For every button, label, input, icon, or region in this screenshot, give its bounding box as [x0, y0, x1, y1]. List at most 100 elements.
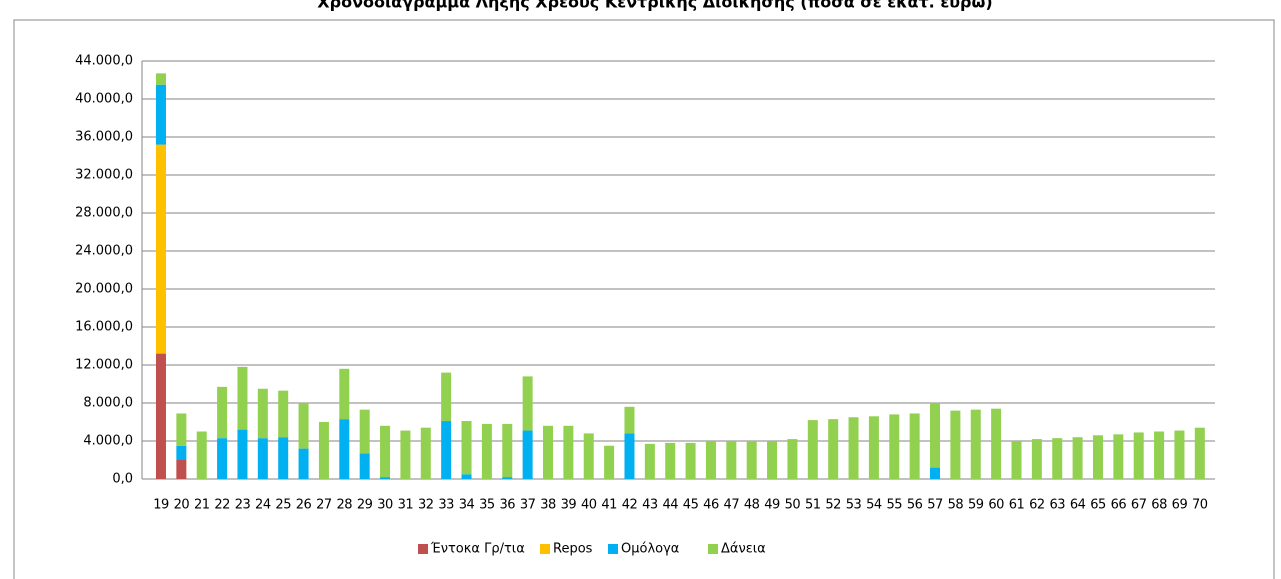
x-tick-label: 55 — [887, 498, 903, 513]
x-tick-label: 31 — [398, 498, 414, 513]
x-tick-label: 49 — [764, 498, 780, 513]
bar-segment — [176, 445, 187, 460]
bar-segment — [298, 448, 309, 479]
bar-segment — [767, 441, 778, 479]
x-tick-label: 62 — [1029, 498, 1045, 513]
bar-segment — [155, 84, 166, 145]
x-tick-label: 47 — [724, 498, 740, 513]
x-tick-label: 40 — [581, 498, 597, 513]
x-tick-label: 34 — [459, 498, 475, 513]
bar-segment — [1072, 437, 1083, 479]
bar-segment — [848, 417, 859, 479]
y-tick-label: 44.000,0 — [75, 54, 133, 69]
x-tick-label: 26 — [296, 498, 312, 513]
bar-segment — [359, 409, 370, 454]
bar-segment — [828, 419, 839, 479]
bar-segment — [318, 422, 329, 479]
bar-segment — [420, 427, 431, 479]
x-tick-label: 27 — [316, 498, 332, 513]
bar-segment — [441, 421, 452, 479]
bar-segment — [237, 429, 248, 479]
x-tick-label: 42 — [622, 498, 638, 513]
y-tick-label: 12.000,0 — [75, 358, 133, 373]
x-tick-label: 56 — [907, 498, 923, 513]
x-tick-label: 37 — [520, 498, 536, 513]
bar-segment — [1052, 438, 1063, 479]
bar-segment — [889, 414, 900, 479]
bar-segment — [1194, 427, 1205, 479]
x-tick-label: 58 — [948, 498, 964, 513]
bar-segment — [1174, 430, 1185, 479]
x-tick-label: 65 — [1090, 498, 1106, 513]
x-tick-label: 68 — [1151, 498, 1167, 513]
bar-segment — [726, 441, 737, 479]
y-tick-label: 4.000,0 — [83, 434, 133, 449]
bar-segment — [237, 366, 248, 430]
bar-segment — [746, 441, 757, 479]
bar-segment — [930, 403, 941, 468]
bar-segment — [563, 425, 574, 479]
bar-segment — [868, 416, 879, 479]
x-tick-label: 32 — [418, 498, 434, 513]
bar-segment — [380, 477, 391, 479]
bar-segment — [522, 430, 533, 479]
bar-segment — [624, 433, 635, 479]
legend-label: Έντοκα Γρ/τια — [430, 542, 525, 557]
legend-label: Δάνεια — [721, 542, 766, 557]
bar-segment — [1113, 434, 1124, 479]
y-tick-label: 16.000,0 — [75, 320, 133, 335]
bar-segment — [1092, 435, 1103, 479]
bar-segment — [1011, 441, 1022, 479]
bar-segment — [339, 368, 350, 420]
x-tick-label: 45 — [683, 498, 699, 513]
bar-segment — [705, 441, 716, 479]
x-tick-label: 60 — [988, 498, 1004, 513]
x-tick-label: 69 — [1172, 498, 1188, 513]
bar-segment — [196, 431, 207, 479]
bar-segment — [604, 445, 615, 479]
chart-frame — [13, 19, 1275, 579]
x-tick-label: 38 — [540, 498, 556, 513]
bar-segment — [155, 353, 166, 479]
x-tick-label: 41 — [601, 498, 617, 513]
legend-label: Repos — [553, 542, 593, 557]
bar-segment — [257, 438, 268, 479]
x-tick-label: 64 — [1070, 498, 1086, 513]
x-tick-label: 25 — [275, 498, 291, 513]
bar-segment — [502, 423, 513, 478]
bar-segment — [176, 460, 187, 479]
legend-swatch — [608, 544, 618, 554]
x-tick-label: 59 — [968, 498, 984, 513]
y-tick-label: 8.000,0 — [83, 396, 133, 411]
bar-segment — [624, 406, 635, 434]
x-tick-label: 63 — [1049, 498, 1065, 513]
x-tick-label: 67 — [1131, 498, 1147, 513]
bar-segment — [257, 388, 268, 439]
y-tick-label: 24.000,0 — [75, 244, 133, 259]
x-tick-label: 23 — [235, 498, 251, 513]
bar-segment — [278, 390, 289, 438]
bar-segment — [543, 425, 553, 479]
x-tick-label: 22 — [214, 498, 230, 513]
x-tick-label: 43 — [642, 498, 658, 513]
x-tick-label: 48 — [744, 498, 760, 513]
bar-segment — [665, 442, 676, 479]
bar-segment — [909, 413, 920, 479]
y-tick-label: 36.000,0 — [75, 130, 133, 145]
x-tick-label: 46 — [703, 498, 719, 513]
x-tick-label: 50 — [785, 498, 801, 513]
legend-swatch — [418, 544, 428, 554]
x-tick-label: 28 — [337, 498, 353, 513]
bar-segment — [441, 372, 452, 422]
bar-segment — [359, 453, 370, 479]
bar-segment — [400, 430, 411, 479]
bar-segment — [217, 386, 228, 439]
x-tick-label: 54 — [866, 498, 882, 513]
x-tick-label: 70 — [1192, 498, 1208, 513]
bar-segment — [1154, 431, 1165, 479]
bar-segment — [339, 419, 350, 479]
x-tick-label: 35 — [479, 498, 495, 513]
y-tick-label: 0,0 — [112, 472, 133, 487]
x-tick-label: 20 — [174, 498, 190, 513]
